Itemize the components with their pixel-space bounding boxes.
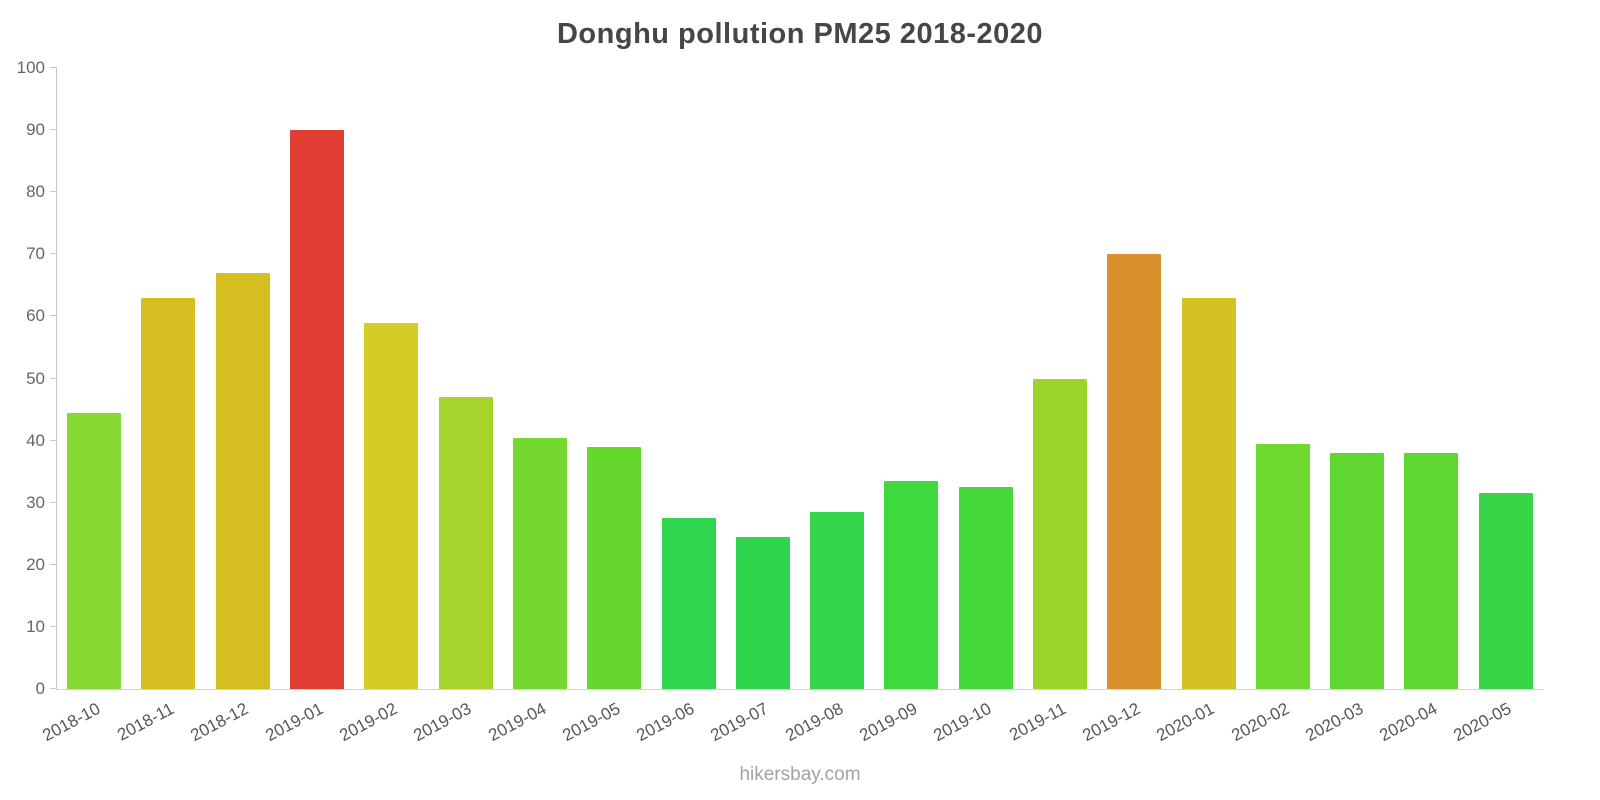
y-tick-mark xyxy=(50,191,57,193)
x-axis-labels: 2018-10 2018-11 2018-12 2019-01 2019-02 2019-… xyxy=(39,689,1543,749)
bar-slot xyxy=(1394,68,1468,689)
bar-2018-11[interactable] xyxy=(141,297,196,689)
bar-2019-07[interactable] xyxy=(735,536,790,689)
y-tick-mark xyxy=(50,501,57,503)
bar-slot xyxy=(428,68,502,689)
y-tick-label: 0 xyxy=(35,679,45,698)
y-tick-mark xyxy=(50,129,57,131)
bar-2018-10[interactable] xyxy=(67,412,122,689)
bar-2019-10[interactable] xyxy=(958,487,1013,689)
bar-slot xyxy=(726,68,800,689)
y-tick-label: 100 xyxy=(16,58,45,77)
bar-2019-08[interactable] xyxy=(810,512,865,689)
bar-slot xyxy=(949,68,1023,689)
bar-2019-03[interactable] xyxy=(438,397,493,689)
y-tick-label: 50 xyxy=(26,368,45,388)
y-tick-mark xyxy=(50,563,57,565)
y-tick-label: 30 xyxy=(26,492,45,512)
y-tick-mark xyxy=(50,315,57,317)
chart-title: Donghu pollution PM25 2018-2020 xyxy=(556,18,1044,50)
bar-2020-03[interactable] xyxy=(1330,453,1385,689)
bar-slot xyxy=(1171,68,1245,689)
watermark-text: hikersbay.com xyxy=(739,764,861,785)
x-slot: 2020-05 xyxy=(1451,689,1543,749)
bar-slot xyxy=(874,68,948,689)
y-tick-label: 10 xyxy=(26,616,45,636)
bars-container xyxy=(57,68,1543,689)
y-tick-mark xyxy=(50,439,57,441)
bar-slot xyxy=(206,68,280,689)
bar-slot xyxy=(354,68,428,689)
y-tick-label: 20 xyxy=(26,554,45,574)
bar-slot xyxy=(1246,68,1320,689)
bar-slot xyxy=(800,68,874,689)
y-tick-mark xyxy=(50,688,57,689)
bar-slot xyxy=(651,68,725,689)
bar-2019-01[interactable] xyxy=(290,130,345,689)
y-tick-label: 70 xyxy=(26,244,45,264)
y-tick-mark xyxy=(50,377,57,379)
bar-2019-09[interactable] xyxy=(884,480,939,689)
y-tick-label: 60 xyxy=(26,306,45,326)
y-tick-mark xyxy=(50,67,57,68)
bar-slot xyxy=(577,68,651,689)
bar-2019-12[interactable] xyxy=(1107,254,1162,689)
bar-slot xyxy=(1469,68,1543,689)
bar-2019-04[interactable] xyxy=(512,437,567,689)
bar-slot xyxy=(280,68,354,689)
bar-2020-05[interactable] xyxy=(1478,493,1533,689)
bar-2020-01[interactable] xyxy=(1181,297,1236,689)
y-tick-label: 40 xyxy=(26,430,45,450)
bar-slot xyxy=(57,68,131,689)
bar-2019-05[interactable] xyxy=(587,446,642,689)
bar-2020-04[interactable] xyxy=(1404,453,1459,689)
bar-2019-11[interactable] xyxy=(1033,378,1087,689)
y-tick-label: 80 xyxy=(26,182,45,202)
bar-slot xyxy=(1320,68,1394,689)
bar-slot xyxy=(1097,68,1171,689)
bar-2019-02[interactable] xyxy=(364,322,419,689)
bar-slot xyxy=(1023,68,1097,689)
y-tick-mark xyxy=(50,625,57,627)
bar-2020-02[interactable] xyxy=(1255,443,1310,689)
bar-slot xyxy=(503,68,577,689)
bar-slot xyxy=(131,68,205,689)
y-tick-label: 90 xyxy=(26,120,45,140)
plot-area: 0 10 20 30 40 50 60 70 80 90 100 2018-10 2018-11 201… xyxy=(17,58,1543,745)
bar-2019-06[interactable] xyxy=(661,518,716,689)
bar-2018-12[interactable] xyxy=(215,272,270,689)
x-tick-label: 2018-10 xyxy=(39,699,104,746)
y-tick-mark xyxy=(50,253,57,255)
